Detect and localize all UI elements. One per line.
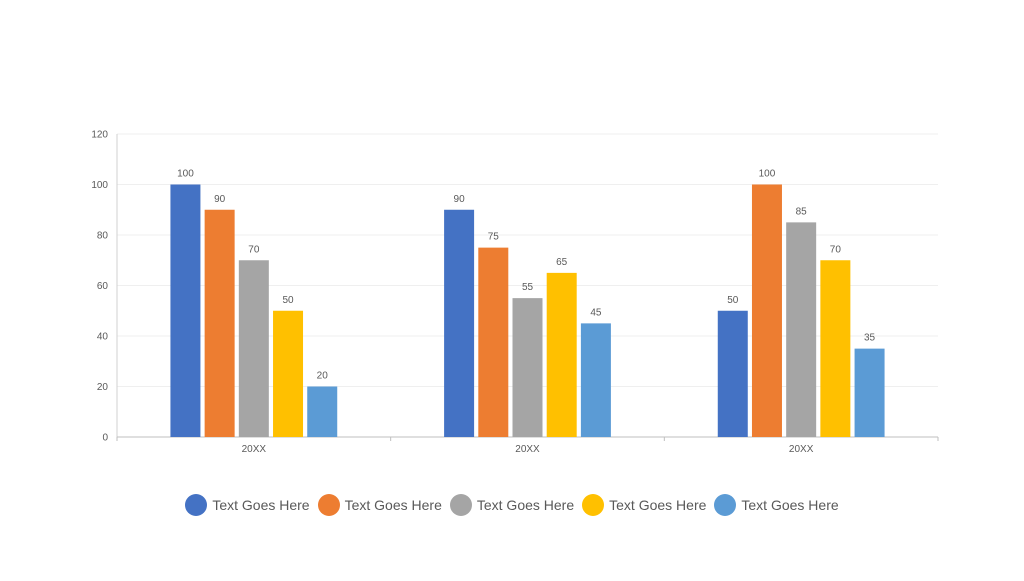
data-label: 50 — [727, 295, 739, 306]
bar-series-2 — [204, 209, 235, 437]
y-tick-label: 0 — [102, 433, 108, 444]
data-label: 70 — [830, 244, 842, 255]
legend-item: Text Goes Here — [317, 494, 442, 516]
bar-series-2 — [751, 184, 782, 437]
legend-item: Text Goes Here — [714, 494, 839, 516]
data-label: 85 — [796, 206, 808, 217]
bar-series-3 — [786, 222, 817, 437]
legend-swatch — [714, 494, 737, 516]
x-category-label: 20XX — [515, 444, 540, 455]
data-label: 100 — [759, 169, 776, 180]
y-tick-label: 40 — [97, 332, 109, 343]
legend-item: Text Goes Here — [582, 494, 706, 516]
bar-series-3 — [512, 298, 543, 437]
data-label: 55 — [522, 282, 534, 293]
y-tick-label: 60 — [97, 281, 109, 292]
data-label: 65 — [556, 257, 568, 268]
data-label: 90 — [454, 194, 466, 205]
x-category-label: 20XX — [242, 444, 267, 455]
bar-series-4 — [546, 272, 577, 437]
legend-label: Text Goes Here — [476, 497, 575, 513]
data-label: 75 — [488, 232, 500, 243]
data-label: 70 — [248, 244, 260, 255]
bar-series-4 — [820, 260, 851, 437]
bar-series-5 — [854, 348, 885, 437]
data-label: 90 — [214, 194, 226, 205]
bar-series-4 — [273, 310, 304, 437]
data-label: 50 — [282, 295, 294, 306]
legend-swatch — [317, 494, 340, 516]
legend-swatch — [185, 494, 208, 516]
y-tick-label: 120 — [91, 130, 108, 141]
bar-series-1 — [444, 209, 475, 437]
legend-label: Text Goes Here — [344, 497, 442, 513]
legend-label: Text Goes Here — [212, 497, 310, 513]
data-label: 20 — [317, 371, 329, 382]
bar-series-1 — [717, 310, 748, 437]
chart-legend: Text Goes Here Text Goes Here Text Goes He… — [0, 494, 1024, 516]
y-tick-label: 80 — [97, 231, 109, 242]
y-tick-label: 100 — [91, 180, 108, 191]
bar-series-5 — [307, 386, 338, 437]
legend-swatch — [449, 494, 472, 516]
bar-series-1 — [170, 184, 201, 437]
legend-item: Text Goes Here — [449, 494, 575, 516]
data-label: 45 — [590, 307, 602, 318]
legend-swatch — [582, 494, 605, 516]
legend-label: Text Goes Here — [741, 497, 839, 513]
y-tick-label: 20 — [97, 382, 109, 393]
data-label: 35 — [864, 333, 876, 344]
legend-label: Text Goes Here — [609, 497, 707, 513]
bar-series-5 — [580, 323, 611, 437]
data-label: 100 — [177, 169, 194, 180]
bar-series-2 — [478, 247, 509, 437]
legend-item: Text Goes Here — [185, 494, 310, 516]
x-category-label: 20XX — [789, 444, 814, 455]
bar-series-3 — [238, 260, 269, 437]
